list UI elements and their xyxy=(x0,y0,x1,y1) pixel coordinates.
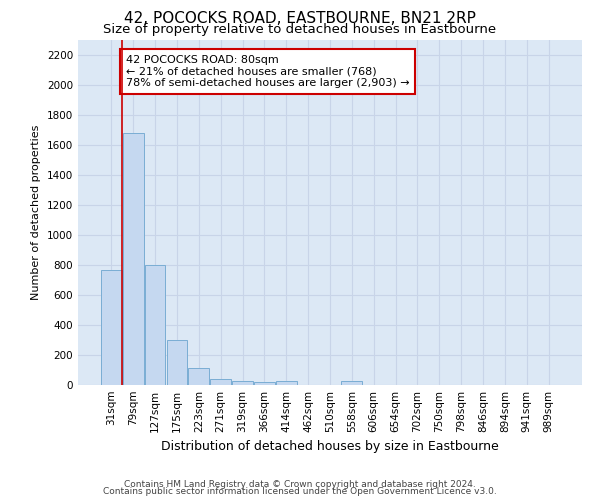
Text: Size of property relative to detached houses in Eastbourne: Size of property relative to detached ho… xyxy=(103,22,497,36)
Bar xyxy=(232,381,253,385)
Text: Contains HM Land Registry data © Crown copyright and database right 2024.: Contains HM Land Registry data © Crown c… xyxy=(124,480,476,489)
Text: 42 POCOCKS ROAD: 80sqm
← 21% of detached houses are smaller (768)
78% of semi-de: 42 POCOCKS ROAD: 80sqm ← 21% of detached… xyxy=(125,55,409,88)
Text: 42, POCOCKS ROAD, EASTBOURNE, BN21 2RP: 42, POCOCKS ROAD, EASTBOURNE, BN21 2RP xyxy=(124,11,476,26)
Bar xyxy=(210,379,231,385)
X-axis label: Distribution of detached houses by size in Eastbourne: Distribution of detached houses by size … xyxy=(161,440,499,454)
Bar xyxy=(188,368,209,385)
Bar xyxy=(101,270,122,385)
Text: Contains public sector information licensed under the Open Government Licence v3: Contains public sector information licen… xyxy=(103,487,497,496)
Y-axis label: Number of detached properties: Number of detached properties xyxy=(31,125,41,300)
Bar xyxy=(254,382,275,385)
Bar xyxy=(145,265,166,385)
Bar xyxy=(276,380,296,385)
Bar xyxy=(341,380,362,385)
Bar xyxy=(167,340,187,385)
Bar xyxy=(123,133,143,385)
